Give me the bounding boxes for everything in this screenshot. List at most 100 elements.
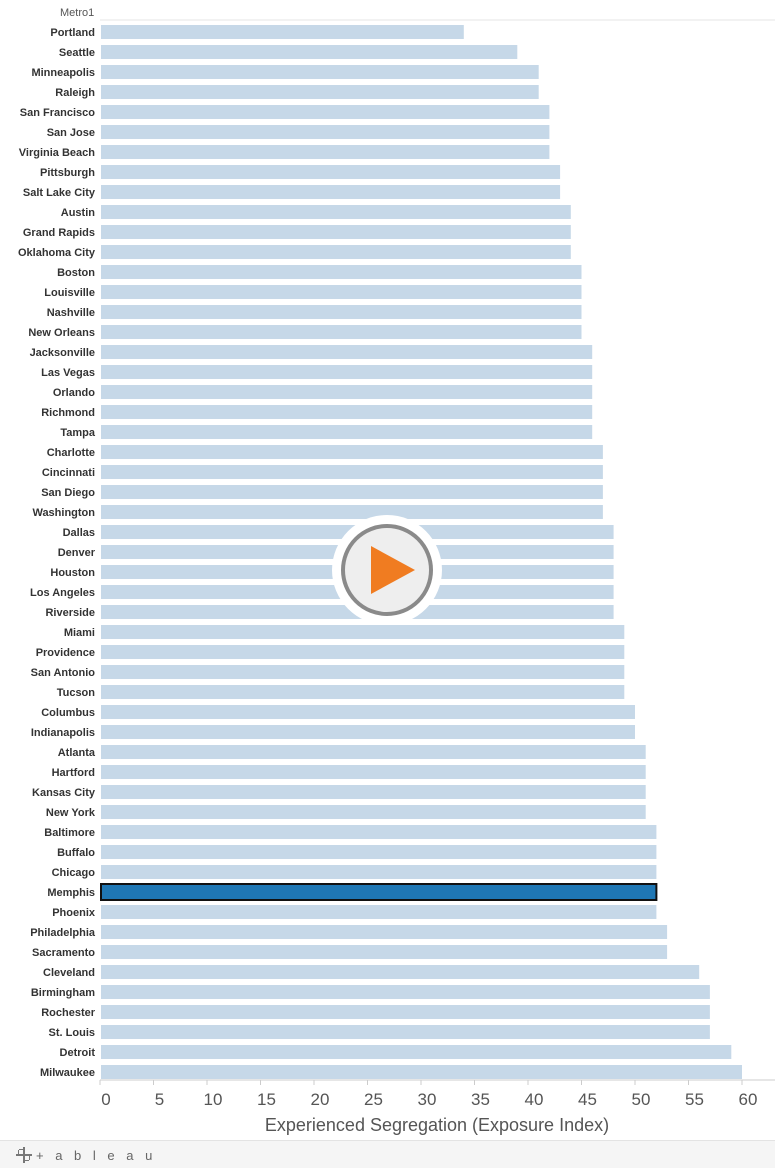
bar-new-orleans[interactable] [101,325,582,339]
category-label: Riverside [45,607,95,619]
category-label: Buffalo [57,847,95,859]
bar-seattle[interactable] [101,45,518,59]
category-label: Rochester [41,1007,96,1019]
category-label: Seattle [59,47,95,59]
category-label: Austin [61,207,96,219]
category-label: Richmond [41,407,95,419]
tableau-logo[interactable]: + a b l e a u [16,1146,156,1164]
bar-tampa[interactable] [101,425,593,439]
bar-charlotte[interactable] [101,445,603,459]
category-label: Pittsburgh [40,167,95,179]
bar-tucson[interactable] [101,685,625,699]
category-label: Detroit [60,1047,96,1059]
category-label: Milwaukee [40,1067,95,1079]
category-label: Grand Rapids [23,227,95,239]
bar-minneapolis[interactable] [101,65,539,79]
x-axis-title: Experienced Segregation (Exposure Index) [265,1115,609,1135]
bar-chicago[interactable] [101,865,657,879]
category-label: Los Angeles [30,587,95,599]
bar-sacramento[interactable] [101,945,668,959]
category-label: Washington [32,507,95,519]
bar-las-vegas[interactable] [101,365,593,379]
category-label: New York [46,807,96,819]
category-label: Tucson [57,687,96,699]
category-header: Metro1 [60,7,94,19]
bar-detroit[interactable] [101,1045,732,1059]
category-label: Hartford [52,767,95,779]
play-button[interactable] [338,521,436,619]
bar-providence[interactable] [101,645,625,659]
x-tick-label: 60 [739,1090,758,1109]
bar-san-antonio[interactable] [101,665,625,679]
bar-cincinnati[interactable] [101,465,603,479]
bar-orlando[interactable] [101,385,593,399]
bar-riverside[interactable] [101,605,614,619]
bar-austin[interactable] [101,205,571,219]
x-tick-label: 25 [364,1090,383,1109]
bar-st-louis[interactable] [101,1025,710,1039]
bar-san-francisco[interactable] [101,105,550,119]
category-label: Oklahoma City [18,247,96,259]
category-label: Chicago [52,867,96,879]
category-label: Las Vegas [41,367,95,379]
x-tick-label: 20 [311,1090,330,1109]
bar-san-jose[interactable] [101,125,550,139]
category-label: Nashville [47,307,95,319]
bar-virginia-beach[interactable] [101,145,550,159]
bar-raleigh[interactable] [101,85,539,99]
bar-boston[interactable] [101,265,582,279]
bar-kansas-city[interactable] [101,785,646,799]
category-label: Philadelphia [30,927,96,939]
bar-jacksonville[interactable] [101,345,593,359]
category-labels: Portland Seattle Minneapolis Raleigh San Fra… [18,27,96,1079]
category-label: Cincinnati [42,467,95,479]
bar-louisville[interactable] [101,285,582,299]
bar-pittsburgh[interactable] [101,165,561,179]
category-label: Kansas City [32,787,96,799]
bar-grand-rapids[interactable] [101,225,571,239]
category-label: New Orleans [28,327,95,339]
bar-baltimore[interactable] [101,825,657,839]
category-label: Memphis [47,887,95,899]
x-tick-label: 50 [632,1090,651,1109]
category-label: Houston [50,567,95,579]
bar-columbus[interactable] [101,705,635,719]
bar-miami[interactable] [101,625,625,639]
bar-nashville[interactable] [101,305,582,319]
category-label: San Francisco [20,107,95,119]
bar-oklahoma-city[interactable] [101,245,571,259]
category-label: Denver [58,547,96,559]
x-tick-label: 30 [418,1090,437,1109]
bar-washington[interactable] [101,505,603,519]
bar-indianapolis[interactable] [101,725,635,739]
bars-layer [100,25,742,1079]
bar-cleveland[interactable] [101,965,700,979]
category-label: Cleveland [43,967,95,979]
category-label: Columbus [41,707,95,719]
x-tick-label: 10 [204,1090,223,1109]
bar-buffalo[interactable] [101,845,657,859]
bar-chart: Metro1 Portland Seattle Minneapolis Raleigh… [18,7,775,1135]
category-label: Charlotte [47,447,95,459]
bar-philadelphia[interactable] [101,925,668,939]
bar-portland[interactable] [101,25,464,39]
category-label: Virginia Beach [19,147,95,159]
category-label: Providence [36,647,95,659]
bar-san-diego[interactable] [101,485,603,499]
chart-area: Metro1 Portland Seattle Minneapolis Raleigh… [18,7,775,1135]
bar-phoenix[interactable] [101,905,657,919]
bar-richmond[interactable] [101,405,593,419]
bar-hartford[interactable] [101,765,646,779]
bar-memphis[interactable] [100,883,658,901]
category-label: Louisville [44,287,95,299]
bar-atlanta[interactable] [101,745,646,759]
bar-salt-lake-city[interactable] [101,185,561,199]
bar-rochester[interactable] [101,1005,710,1019]
tableau-wordmark: + a b l e a u [36,1147,157,1163]
bar-new-york[interactable] [101,805,646,819]
category-label: Indianapolis [31,727,95,739]
bar-birmingham[interactable] [101,985,710,999]
category-label: Atlanta [58,747,96,759]
category-label: St. Louis [49,1027,95,1039]
bar-milwaukee[interactable] [101,1065,742,1079]
